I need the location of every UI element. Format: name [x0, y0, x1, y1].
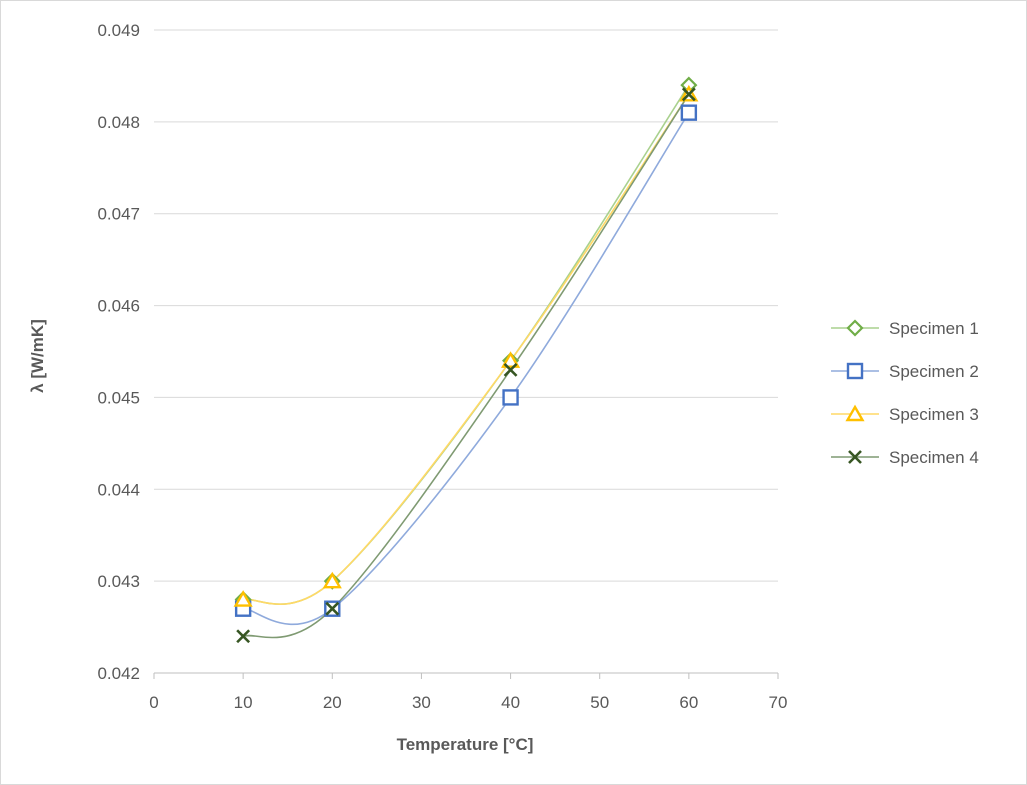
series-lines — [242, 84, 690, 639]
legend-item-specimen-3: Specimen 3 — [831, 404, 979, 424]
specimen-3-line — [242, 93, 690, 605]
y-tick-label: 0.044 — [97, 480, 140, 499]
y-tick-label: 0.046 — [97, 297, 140, 316]
legend-item-specimen-1: Specimen 1 — [831, 319, 979, 338]
specimen-4-point — [681, 87, 696, 102]
specimen-2-point — [502, 389, 519, 406]
gridlines — [154, 29, 778, 582]
x-tick-label: 0 — [149, 693, 158, 712]
x-tick-label: 30 — [412, 693, 431, 712]
specimen-1-line — [242, 84, 690, 605]
x-tick-label: 60 — [679, 693, 698, 712]
x-tick-label: 10 — [234, 693, 253, 712]
legend-item-specimen-4: Specimen 4 — [831, 448, 979, 467]
legend-label: Specimen 2 — [889, 362, 979, 381]
specimen-3-point — [233, 590, 253, 607]
y-tick-label: 0.049 — [97, 21, 140, 40]
x-tick-label: 20 — [323, 693, 342, 712]
specimen-4-point — [503, 362, 518, 377]
y-tick-label: 0.042 — [97, 664, 140, 683]
x-tick-label: 50 — [590, 693, 609, 712]
legend-label: Specimen 3 — [889, 405, 979, 424]
specimen-3-point — [500, 351, 521, 368]
legend-label: Specimen 1 — [889, 319, 979, 338]
specimen-4-point — [236, 629, 251, 644]
legend-item-specimen-2: Specimen 2 — [831, 362, 979, 381]
specimen-2-point — [680, 104, 698, 121]
y-tick-label: 0.043 — [97, 572, 140, 591]
y-axis-title: λ [W/mK] — [28, 319, 47, 393]
x-tick-label: 40 — [501, 693, 520, 712]
legend-marker — [846, 362, 864, 380]
x-axis-title: Temperature [°C] — [397, 735, 534, 754]
specimen-2-line — [243, 112, 690, 626]
tick-labels: 0.042 0.043 0.044 0.045 0.046 0.047 0.048 0.049… — [97, 21, 787, 712]
legend-marker — [848, 450, 862, 464]
series-markers — [233, 76, 699, 644]
y-tick-label: 0.047 — [97, 205, 140, 224]
axes — [153, 672, 779, 679]
specimen-4-point — [325, 601, 340, 616]
legend-marker — [845, 404, 865, 422]
legend: Specimen 1 Specimen 2 Specimen 3 Specimen 4 — [831, 319, 979, 467]
legend-label: Specimen 4 — [889, 448, 979, 467]
y-tick-label: 0.048 — [97, 113, 140, 132]
specimen-4-line — [242, 93, 690, 639]
y-tick-label: 0.045 — [97, 388, 140, 407]
x-tick-label: 70 — [769, 693, 788, 712]
specimen-3-point — [322, 571, 342, 589]
legend-marker — [846, 319, 864, 337]
